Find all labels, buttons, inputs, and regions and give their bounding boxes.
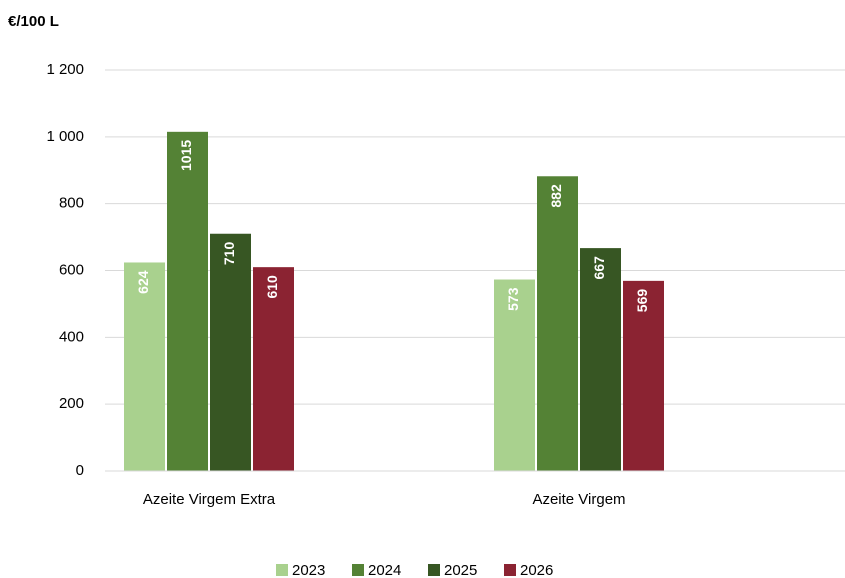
data-label: 667 [591,256,607,280]
data-label: 624 [135,270,151,294]
legend-swatch [352,564,364,576]
y-tick-label: 200 [59,395,84,412]
legend-label: 2023 [292,562,325,578]
bar [580,248,621,471]
bar [537,176,578,471]
y-tick-label: 600 [59,261,84,278]
bar [124,262,165,471]
data-label: 1015 [178,140,194,171]
bar [494,279,535,471]
bar [167,131,208,471]
bar [210,233,251,471]
legend-swatch [504,564,516,576]
legend-swatch [428,564,440,576]
data-label: 573 [505,287,521,311]
y-axis-label: €/100 L [8,13,59,30]
bar [623,280,664,471]
x-tick-label: Azeite Virgem [532,491,625,508]
legend-label: 2024 [368,562,401,578]
y-tick-label: 0 [76,462,84,479]
y-tick-label: 1 000 [46,128,84,145]
data-label: 710 [221,242,237,266]
x-tick-label: Azeite Virgem Extra [143,491,276,508]
legend-label: 2025 [444,562,477,578]
bar [253,267,294,471]
y-tick-label: 800 [59,195,84,212]
y-tick-label: 1 200 [46,61,84,78]
y-tick-label: 400 [59,328,84,345]
data-label: 610 [264,275,280,299]
legend-label: 2026 [520,562,553,578]
data-label: 569 [634,289,650,313]
legend-swatch [276,564,288,576]
data-label: 882 [548,184,564,208]
